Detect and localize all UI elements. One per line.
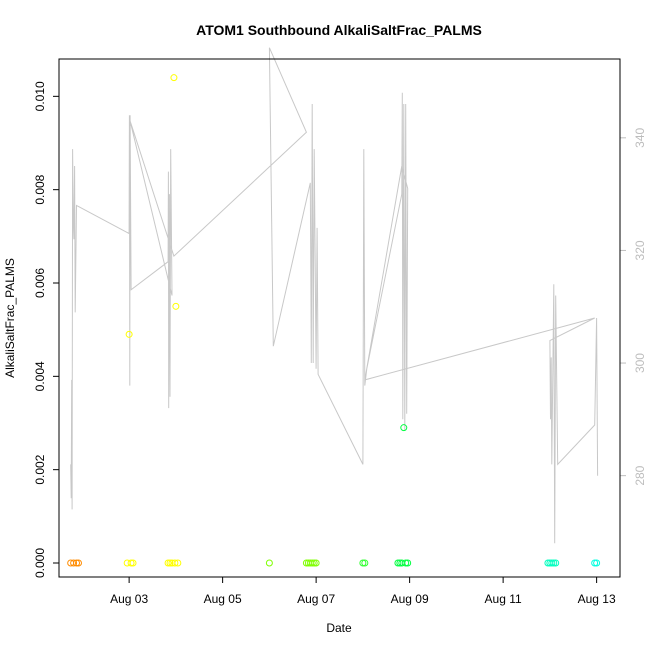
y2-tick-label: 340	[633, 127, 647, 147]
y2-tick-label: 280	[633, 465, 647, 485]
data-point	[359, 559, 367, 567]
chart-title: ATOM1 Southbound AlkaliSaltFrac_PALMS	[196, 22, 482, 38]
x-tick-label: Aug 05	[204, 592, 242, 606]
data-point	[166, 559, 174, 567]
plot-frame	[58, 58, 621, 578]
data-point	[404, 559, 412, 567]
data-point	[125, 330, 133, 338]
y2-tick-label: 300	[633, 353, 647, 373]
scatter-points	[67, 74, 601, 567]
data-point	[127, 559, 135, 567]
y-tick-label: 0.006	[33, 268, 47, 298]
data-point	[174, 559, 182, 567]
x-axis-label: Date	[326, 621, 352, 635]
data-point	[73, 559, 81, 567]
data-point	[394, 559, 402, 567]
y-tick-label: 0.000	[33, 548, 47, 578]
data-point	[170, 74, 178, 82]
data-point	[593, 559, 601, 567]
data-point	[552, 559, 560, 567]
data-point	[164, 559, 172, 567]
y-axis-label: AlkaliSaltFrac_PALMS	[3, 258, 17, 378]
secondary-line-series	[70, 47, 599, 544]
x-tick-label: Aug 11	[485, 592, 522, 606]
data-point	[310, 559, 318, 567]
y-tick-label: 0.008	[33, 174, 47, 204]
y-tick-label: 0.010	[33, 81, 47, 111]
data-point	[550, 559, 558, 567]
y-tick-label: 0.004	[33, 361, 47, 391]
x-tick-label: Aug 03	[110, 592, 148, 606]
x-tick-label: Aug 13	[578, 592, 616, 606]
secondary-series-line	[70, 47, 599, 544]
data-point	[591, 559, 599, 567]
data-point	[265, 559, 273, 567]
data-point	[361, 559, 369, 567]
y-tick-label: 0.002	[33, 454, 47, 484]
data-point	[70, 559, 78, 567]
data-point	[308, 559, 316, 567]
data-point	[74, 559, 82, 567]
y2-tick-label: 320	[633, 240, 647, 260]
data-point	[312, 559, 320, 567]
x-tick-label: Aug 07	[297, 592, 335, 606]
data-point	[172, 302, 180, 310]
data-point	[400, 424, 408, 432]
data-point	[129, 559, 137, 567]
data-point	[548, 559, 556, 567]
data-point	[171, 559, 179, 567]
x-tick-label: Aug 09	[391, 592, 429, 606]
data-point	[402, 559, 410, 567]
